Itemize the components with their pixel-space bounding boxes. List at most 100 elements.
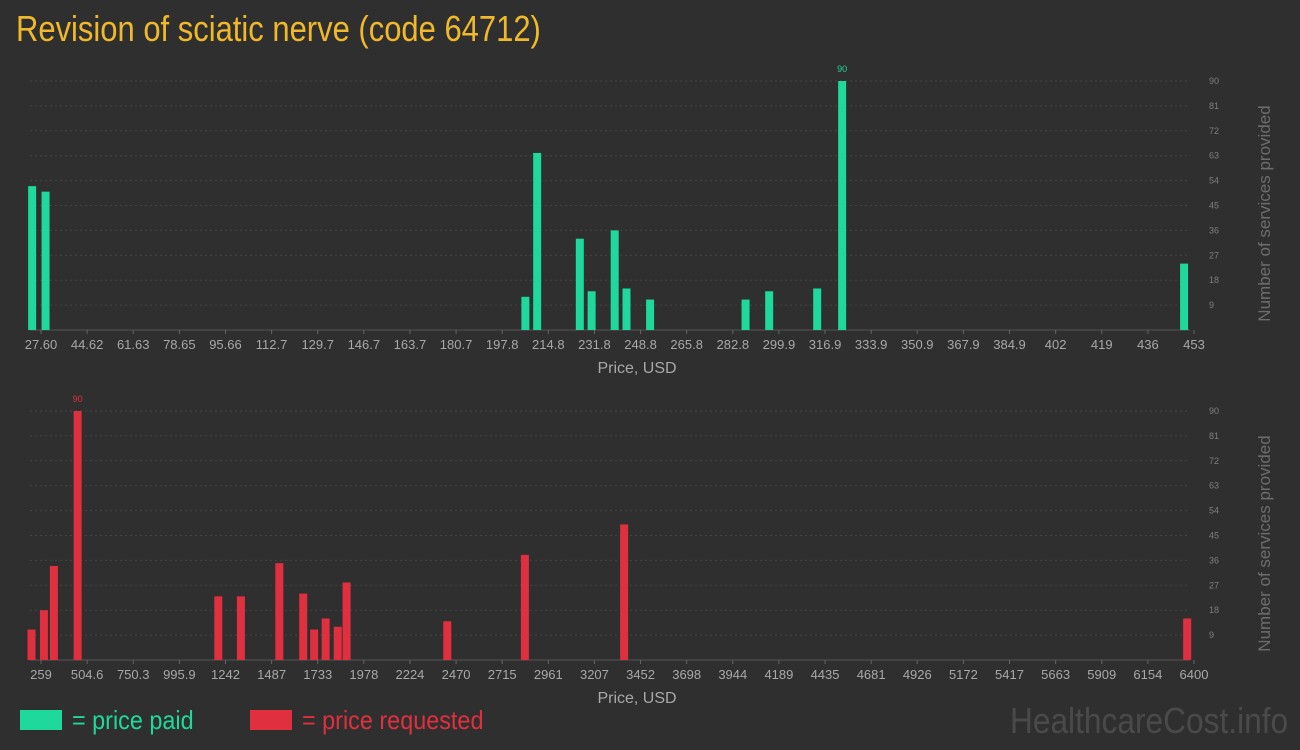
legend-paid-swatch bbox=[20, 710, 62, 730]
paid-bar bbox=[622, 288, 631, 330]
requested-x-tick-label: 2715 bbox=[488, 667, 517, 682]
brand-watermark: HealthcareCost.info bbox=[1009, 700, 1288, 741]
requested-x-tick-label: 1242 bbox=[211, 667, 240, 682]
requested-bar bbox=[73, 411, 82, 660]
paid-x-tick-label: 44.62 bbox=[71, 337, 104, 352]
paid-y-tick-label: 81 bbox=[1209, 101, 1219, 111]
requested-x-tick-label: 4681 bbox=[857, 667, 886, 682]
paid-x-axis-title: Price, USD bbox=[597, 360, 676, 377]
paid-y-tick-label: 63 bbox=[1209, 151, 1219, 161]
legend-requested: = price requested bbox=[250, 705, 504, 735]
paid-bar bbox=[41, 191, 50, 330]
paid-y-tick-label: 9 bbox=[1209, 300, 1214, 310]
legend-paid-label: = price paid bbox=[72, 704, 194, 735]
requested-y-tick-label: 18 bbox=[1209, 605, 1219, 615]
requested-y-tick-label: 36 bbox=[1209, 555, 1219, 565]
chart-title: Revision of sciatic nerve (code 64712) bbox=[16, 8, 541, 49]
requested-x-tick-label: 3698 bbox=[672, 667, 701, 682]
requested-y-axis-title: Number of services provided bbox=[1255, 435, 1274, 651]
paid-bar bbox=[765, 291, 774, 330]
paid-y-tick-label: 18 bbox=[1209, 275, 1219, 285]
requested-y-tick-label: 90 bbox=[1209, 406, 1219, 416]
paid-x-tick-label: 197.8 bbox=[486, 337, 519, 352]
paid-x-tick-label: 27.60 bbox=[25, 337, 58, 352]
requested-y-tick-label: 27 bbox=[1209, 580, 1219, 590]
paid-y-axis-title: Number of services provided bbox=[1255, 105, 1274, 321]
paid-x-tick-label: 231.8 bbox=[578, 337, 611, 352]
paid-y-tick-label: 72 bbox=[1209, 126, 1219, 136]
requested-x-tick-label: 2224 bbox=[395, 667, 424, 682]
paid-x-tick-label: 180.7 bbox=[440, 337, 473, 352]
paid-x-tick-label: 248.8 bbox=[624, 337, 657, 352]
requested-bar bbox=[620, 524, 629, 660]
requested-bar bbox=[333, 626, 342, 660]
requested-x-tick-label: 4189 bbox=[764, 667, 793, 682]
requested-bar bbox=[321, 618, 330, 660]
requested-x-tick-label: 1978 bbox=[349, 667, 378, 682]
requested-x-tick-label: 3207 bbox=[580, 667, 609, 682]
requested-bar bbox=[49, 565, 58, 660]
paid-y-tick-label: 27 bbox=[1209, 250, 1219, 260]
paid-x-tick-label: 163.7 bbox=[394, 337, 427, 352]
requested-x-tick-label: 3944 bbox=[718, 667, 747, 682]
requested-x-tick-label: 2470 bbox=[442, 667, 471, 682]
paid-bar bbox=[646, 299, 655, 330]
requested-bar bbox=[443, 621, 452, 660]
legend-requested-swatch bbox=[250, 710, 292, 730]
requested-bar bbox=[310, 629, 319, 660]
paid-x-tick-label: 95.66 bbox=[209, 337, 242, 352]
requested-x-tick-label: 504.6 bbox=[71, 667, 104, 682]
paid-x-tick-label: 61.63 bbox=[117, 337, 150, 352]
paid-bar bbox=[610, 230, 619, 330]
requested-y-tick-label: 81 bbox=[1209, 431, 1219, 441]
paid-x-tick-label: 367.9 bbox=[947, 337, 980, 352]
paid-x-tick-label: 402 bbox=[1045, 337, 1067, 352]
paid-x-tick-label: 112.7 bbox=[256, 337, 288, 352]
paid-bar bbox=[533, 152, 542, 330]
paid-x-tick-label: 265.8 bbox=[670, 337, 703, 352]
requested-x-tick-label: 5663 bbox=[1041, 667, 1070, 682]
paid-x-tick-label: 282.8 bbox=[717, 337, 750, 352]
paid-x-tick-label: 129.7 bbox=[301, 337, 334, 352]
requested-x-tick-label: 2961 bbox=[534, 667, 563, 682]
requested-y-tick-label: 63 bbox=[1209, 481, 1219, 491]
requested-bar bbox=[27, 629, 36, 660]
paid-x-tick-label: 453 bbox=[1183, 337, 1205, 352]
paid-x-tick-label: 214.8 bbox=[532, 337, 565, 352]
legend-requested-label: = price requested bbox=[302, 704, 484, 735]
paid-bar bbox=[575, 238, 584, 330]
requested-x-tick-label: 995.9 bbox=[163, 667, 196, 682]
paid-bar bbox=[28, 186, 37, 330]
requested-x-tick-label: 3452 bbox=[626, 667, 655, 682]
requested-x-tick-label: 1733 bbox=[303, 667, 332, 682]
requested-peak-label: 90 bbox=[73, 394, 83, 404]
paid-bar bbox=[813, 288, 822, 330]
paid-bar bbox=[838, 81, 847, 330]
paid-x-tick-label: 78.65 bbox=[163, 337, 196, 352]
paid-y-tick-label: 36 bbox=[1209, 225, 1219, 235]
requested-x-tick-label: 5417 bbox=[995, 667, 1024, 682]
paid-bar bbox=[1180, 263, 1189, 330]
requested-x-axis-title: Price, USD bbox=[597, 690, 676, 707]
paid-x-tick-label: 436 bbox=[1137, 337, 1159, 352]
requested-price-chart: 9 18 27 36 45 54 63 72 81 90 259 504.6 750.3 995.9 124… bbox=[27, 394, 1274, 707]
requested-bar bbox=[299, 593, 308, 660]
requested-bar bbox=[236, 596, 245, 660]
paid-x-tick-label: 299.9 bbox=[763, 337, 796, 352]
requested-x-tick-label: 6154 bbox=[1133, 667, 1162, 682]
paid-x-tick-label: 384.9 bbox=[993, 337, 1026, 352]
requested-bar bbox=[342, 582, 351, 660]
paid-y-tick-label: 90 bbox=[1209, 76, 1219, 86]
paid-bar bbox=[521, 296, 530, 330]
requested-x-tick-label: 4435 bbox=[811, 667, 840, 682]
requested-y-tick-label: 72 bbox=[1209, 456, 1219, 466]
paid-y-tick-label: 54 bbox=[1209, 176, 1219, 186]
requested-y-tick-label: 54 bbox=[1209, 506, 1219, 516]
requested-x-tick-label: 259 bbox=[30, 667, 52, 682]
paid-price-chart: 9 18 27 36 45 54 63 72 81 90 27.60 44.62 61.63 78.65 9… bbox=[25, 64, 1274, 377]
requested-y-tick-label: 9 bbox=[1209, 630, 1214, 640]
paid-x-tick-label: 419 bbox=[1091, 337, 1113, 352]
requested-x-tick-label: 5909 bbox=[1087, 667, 1116, 682]
paid-x-tick-label: 146.7 bbox=[348, 337, 381, 352]
requested-bar bbox=[1183, 618, 1192, 660]
